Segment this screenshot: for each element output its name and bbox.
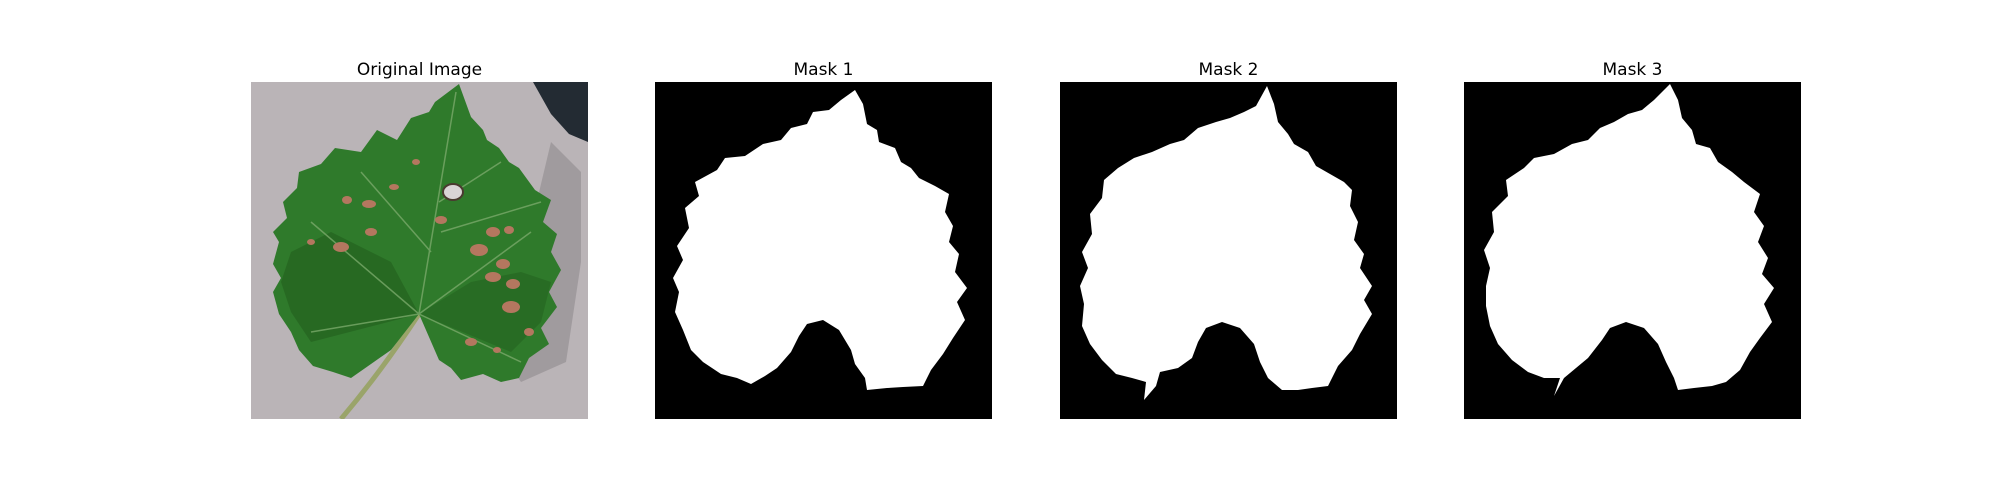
panel-mask-1: Mask 1	[655, 58, 992, 419]
panel-title-mask-3: Mask 3	[1602, 60, 1663, 80]
mask-1-image	[655, 82, 992, 419]
panel-title-mask-2: Mask 2	[1198, 60, 1259, 80]
panel-title-mask-1: Mask 1	[793, 60, 854, 80]
panel-title-original: Original Image	[356, 60, 483, 80]
mask-1-shape	[673, 90, 967, 390]
panel-original: Original Image	[251, 58, 588, 419]
leaf-lesions	[307, 159, 534, 353]
mask-3-image	[1464, 82, 1801, 419]
leaf-stem	[339, 312, 422, 419]
corner-shadow	[533, 82, 588, 142]
panel-mask-2: Mask 2	[1060, 58, 1397, 419]
mask-3-shape	[1484, 84, 1774, 396]
panel-mask-3: Mask 3	[1464, 58, 1801, 419]
leaf-photo	[251, 82, 588, 419]
leaf-hole	[442, 183, 464, 201]
mask-2-image	[1060, 82, 1397, 419]
mask-2-shape	[1080, 86, 1372, 400]
